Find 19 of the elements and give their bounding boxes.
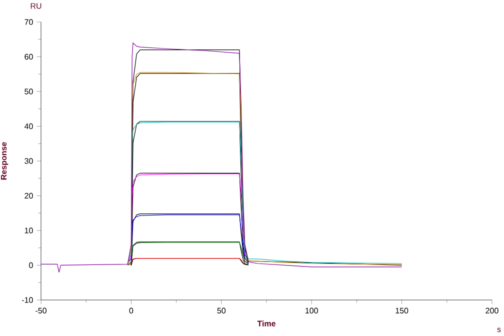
x-tick-label: 150	[396, 308, 408, 314]
y-tick-label: 20	[24, 192, 33, 199]
y-tick-label: 40	[24, 123, 33, 130]
y-tick-label: 70	[24, 19, 33, 25]
y-tick-label: 0	[29, 262, 33, 268]
x-tick-label: 100	[306, 308, 318, 314]
y-tick-label: 50	[24, 88, 33, 94]
x-tick-label: 200	[486, 308, 498, 314]
x-tick-label: 0	[129, 308, 134, 314]
x-axis-title: Time	[257, 320, 276, 326]
y-axis-title: Response	[0, 142, 8, 180]
y-tick-label: 60	[24, 54, 33, 60]
x-tick-label: -50	[36, 308, 46, 314]
y-tick-label: 30	[24, 158, 33, 164]
y-tick-label: -10	[22, 297, 33, 303]
text: RU	[30, 3, 42, 9]
y-tick-label: 10	[24, 228, 33, 234]
text: s	[497, 328, 501, 332]
x-tick-label: 50	[217, 308, 226, 314]
